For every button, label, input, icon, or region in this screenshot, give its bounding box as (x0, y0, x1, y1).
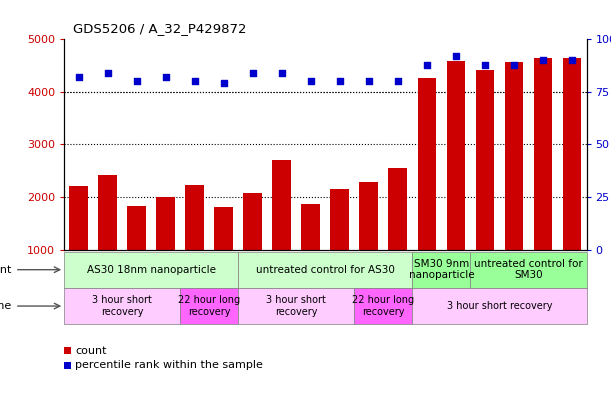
Bar (64, 252, 238, 288)
Point (103, 70, 112, 76)
Text: untreated control for
SM30: untreated control for SM30 (474, 259, 583, 281)
Bar (214, 207, 233, 302)
Point (277, 70, 287, 76)
Bar (301, 204, 320, 302)
Bar (505, 62, 524, 302)
Bar (470, 252, 587, 288)
Point (567, 57, 577, 63)
Point (248, 70, 258, 76)
Bar (98, 175, 117, 302)
Point (335, 78, 345, 84)
Bar (475, 70, 494, 302)
Point (422, 61, 432, 68)
Bar (238, 252, 412, 288)
Text: count: count (75, 346, 107, 356)
Bar (417, 78, 436, 302)
Bar (180, 288, 238, 324)
Text: 3 hour short
recovery: 3 hour short recovery (266, 295, 326, 317)
Text: 22 hour long
recovery: 22 hour long recovery (353, 295, 414, 317)
Text: time: time (0, 301, 12, 311)
Bar (127, 206, 146, 302)
Bar (412, 288, 587, 324)
Text: untreated control for AS30: untreated control for AS30 (256, 265, 395, 275)
Point (393, 78, 403, 84)
Point (219, 80, 229, 86)
Bar (359, 182, 378, 302)
Text: agent: agent (0, 265, 12, 275)
Point (451, 53, 461, 59)
Text: 3 hour short recovery: 3 hour short recovery (447, 301, 552, 311)
Bar (64, 288, 180, 324)
Point (190, 78, 200, 84)
Bar (273, 160, 291, 302)
Point (364, 78, 374, 84)
Point (74, 74, 84, 80)
Text: GDS5206 / A_32_P429872: GDS5206 / A_32_P429872 (73, 22, 247, 35)
Bar (243, 193, 262, 302)
Bar (533, 58, 552, 302)
Bar (185, 185, 204, 302)
Bar (412, 252, 470, 288)
Bar (563, 58, 582, 302)
Text: AS30 18nm nanoparticle: AS30 18nm nanoparticle (87, 265, 216, 275)
Point (538, 57, 548, 63)
Bar (156, 197, 175, 302)
Point (480, 61, 490, 68)
Point (161, 74, 170, 80)
Point (132, 78, 142, 84)
Text: percentile rank within the sample: percentile rank within the sample (75, 360, 263, 370)
Bar (389, 167, 408, 302)
Bar (354, 288, 412, 324)
Bar (447, 61, 466, 302)
Text: SM30 9nm
nanoparticle: SM30 9nm nanoparticle (409, 259, 474, 281)
Point (509, 61, 519, 68)
Bar (238, 288, 354, 324)
Bar (331, 189, 349, 302)
Bar (69, 186, 88, 302)
Text: 3 hour short
recovery: 3 hour short recovery (92, 295, 152, 317)
Point (306, 78, 316, 84)
Text: 22 hour long
recovery: 22 hour long recovery (178, 295, 240, 317)
